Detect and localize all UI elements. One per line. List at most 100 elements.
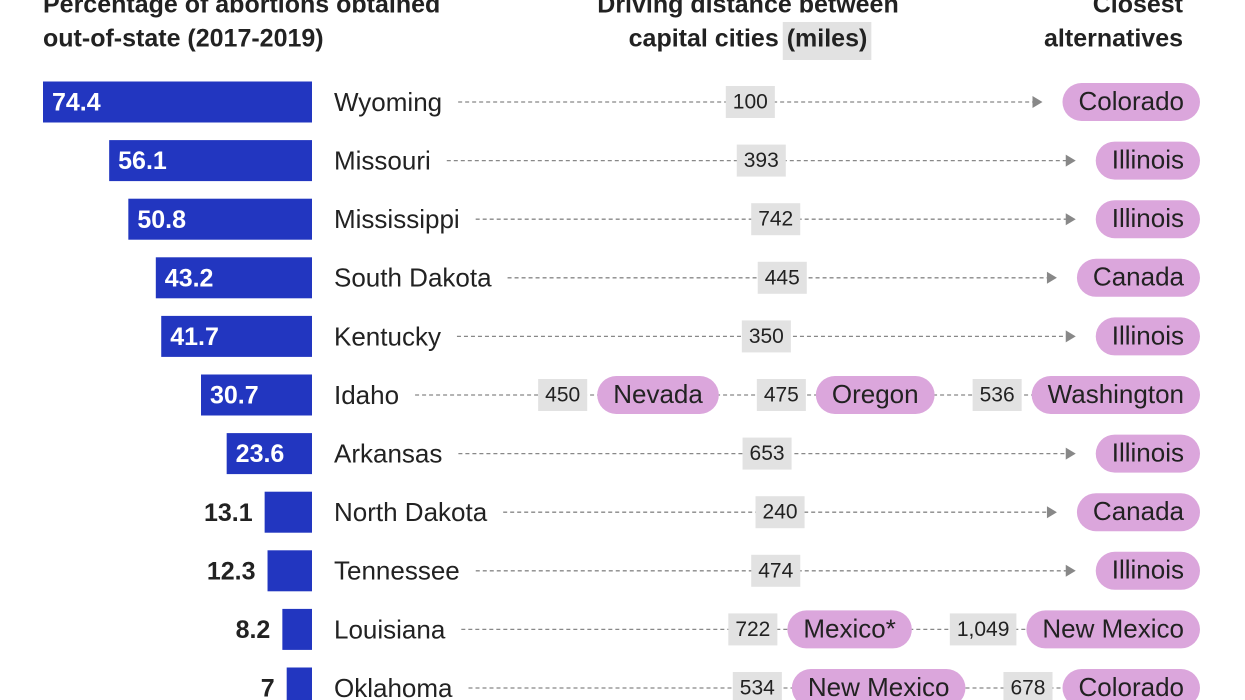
destination-label: Colorado xyxy=(1078,672,1184,700)
destination-pill: Oregon xyxy=(815,376,935,414)
state-name: Arkansas xyxy=(334,438,442,468)
destination-pill: Illinois xyxy=(1095,200,1200,239)
destination-pill: Colorado xyxy=(1062,669,1200,700)
pill-background xyxy=(1095,200,1200,239)
destination-label: Illinois xyxy=(1112,144,1184,174)
destination-pill: New Mexico xyxy=(1026,610,1200,649)
pill-background xyxy=(1095,434,1200,473)
destination-pill: Illinois xyxy=(1095,317,1200,356)
distance-box: 536 xyxy=(972,379,1022,411)
value-label: 7 xyxy=(261,675,275,700)
destination-pill: Colorado xyxy=(1062,83,1200,121)
distance-background xyxy=(728,613,778,646)
destination-label: Illinois xyxy=(1112,437,1184,467)
value-label: 41.7 xyxy=(170,323,219,351)
distance-background xyxy=(732,672,782,700)
distance-header: capital cities xyxy=(629,25,779,53)
value-label: 13.1 xyxy=(204,499,253,527)
state-name: Idaho xyxy=(334,380,399,410)
alternatives-header: alternatives xyxy=(1044,25,1183,53)
pill-background xyxy=(1095,551,1200,590)
state-name: Oklahoma xyxy=(334,673,453,700)
distance-box: 240 xyxy=(755,496,805,529)
pill-background xyxy=(1031,376,1200,414)
distance-label: 1,049 xyxy=(957,618,1010,641)
distance-label: 393 xyxy=(744,149,779,172)
pill-background xyxy=(791,669,966,700)
distance-box: 445 xyxy=(757,261,807,294)
pill-background xyxy=(1062,669,1200,700)
arrowhead xyxy=(1065,213,1076,226)
bar xyxy=(155,257,312,299)
destination-pill: Washington xyxy=(1031,376,1200,414)
state-name: Kentucky xyxy=(334,321,441,351)
value-label: 12.3 xyxy=(207,557,256,585)
state-name: Wyoming xyxy=(334,87,442,117)
state-name: Missouri xyxy=(334,145,431,175)
distance-label: 445 xyxy=(765,266,800,289)
distance-label: 722 xyxy=(735,618,770,641)
arrowhead xyxy=(1046,271,1057,284)
destination-pill: Canada xyxy=(1076,258,1200,297)
value-label: 23.6 xyxy=(236,440,285,468)
distance-background xyxy=(736,144,786,177)
distance-background xyxy=(741,320,791,353)
bars-header: Percentage of abortions obtained xyxy=(43,0,440,19)
distance-background xyxy=(725,86,775,118)
destination-pill: Illinois xyxy=(1095,141,1200,180)
arrowhead xyxy=(1065,564,1076,577)
distance-background xyxy=(742,437,792,470)
destination-label: Illinois xyxy=(1112,555,1184,585)
distance-label: 742 xyxy=(758,208,793,231)
distance-header-unit: (miles) xyxy=(787,25,868,53)
destination-pill: Canada xyxy=(1076,493,1200,532)
pill-background xyxy=(787,610,912,649)
arrowhead xyxy=(1032,96,1043,108)
value-label: 50.8 xyxy=(137,206,186,234)
distance-box: 1,049 xyxy=(949,613,1017,646)
arrowhead xyxy=(1065,330,1076,343)
distance-label: 678 xyxy=(1010,677,1045,700)
state-name: South Dakota xyxy=(334,263,492,293)
destination-label: Mexico* xyxy=(803,613,895,643)
state-name: Mississippi xyxy=(334,204,460,234)
distance-background xyxy=(756,379,806,411)
state-name: North Dakota xyxy=(334,497,488,527)
distance-label: 100 xyxy=(733,91,768,114)
state-name: Louisiana xyxy=(334,614,446,644)
destination-pill: New Mexico xyxy=(791,669,966,700)
distance-background xyxy=(755,496,805,529)
distance-box: 722 xyxy=(728,613,778,646)
bar xyxy=(226,433,312,475)
destination-label: Canada xyxy=(1093,262,1185,292)
pill-background xyxy=(597,376,719,414)
distance-box: 350 xyxy=(741,320,791,353)
distance-box: 742 xyxy=(751,203,801,236)
pill-background xyxy=(1076,493,1200,532)
value-label: 56.1 xyxy=(118,147,167,175)
arrowhead xyxy=(1065,447,1076,460)
distance-label: 475 xyxy=(764,384,799,407)
distance-box: 678 xyxy=(1003,672,1053,700)
value-label: 74.4 xyxy=(52,89,101,117)
distance-background xyxy=(1003,672,1053,700)
bar xyxy=(109,140,313,182)
pill-background xyxy=(815,376,935,414)
bar xyxy=(43,81,312,123)
bar xyxy=(128,198,312,240)
destination-label: New Mexico xyxy=(1042,613,1184,643)
foreground-layer: 74.4 Wyoming Colorado 100 56.1 Missouri Illino… xyxy=(43,81,1200,700)
unit-highlight xyxy=(782,22,872,60)
destination-label: Oregon xyxy=(832,379,919,409)
state-name: Tennessee xyxy=(334,556,460,586)
distance-background xyxy=(538,379,588,411)
destination-pill: Illinois xyxy=(1095,551,1200,590)
destination-label: Washington xyxy=(1048,379,1184,409)
destination-pill: Nevada xyxy=(597,376,719,414)
destination-label: Illinois xyxy=(1112,320,1184,350)
distance-background xyxy=(949,613,1017,646)
destination-label: New Mexico xyxy=(808,672,950,700)
destination-pill: Mexico* xyxy=(787,610,912,649)
